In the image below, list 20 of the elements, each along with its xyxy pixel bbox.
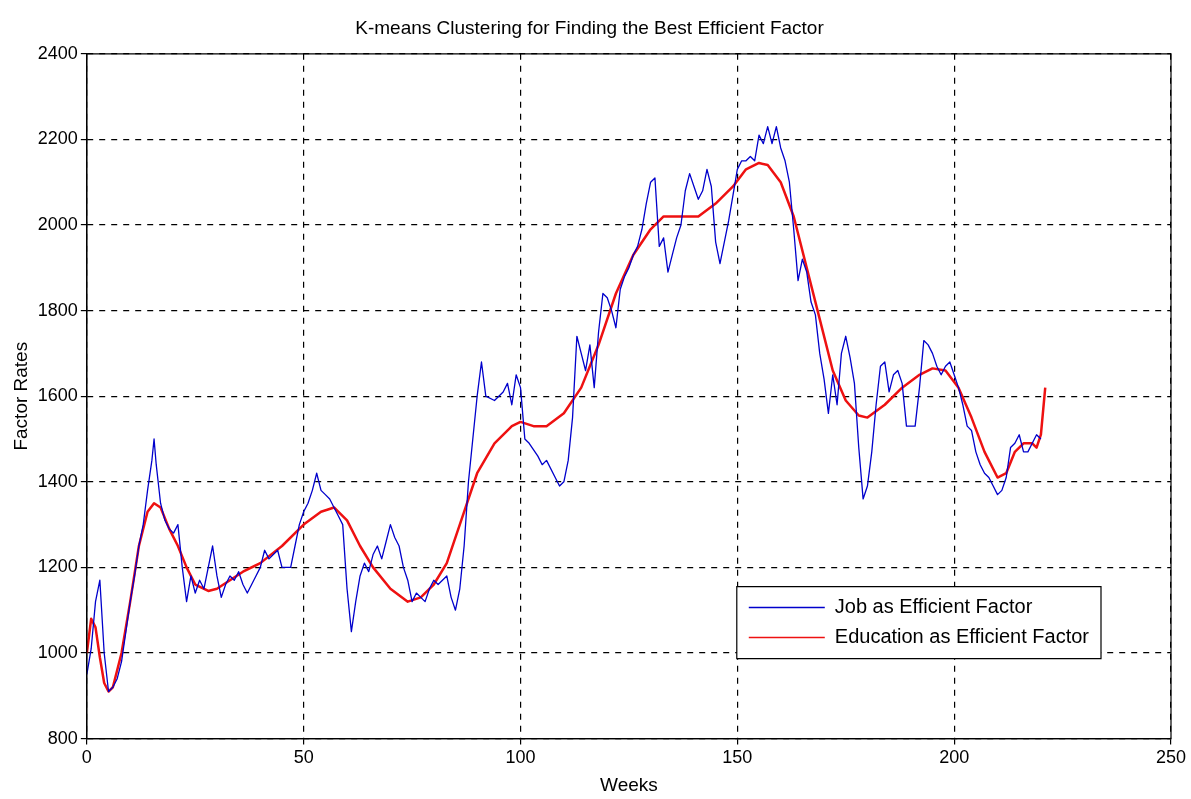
- y-tick-label: 1400: [37, 470, 78, 491]
- x-tick-label: 250: [1155, 747, 1187, 768]
- y-tick-label: 1000: [37, 641, 78, 662]
- y-tick-label: 2400: [37, 42, 78, 63]
- y-axis-title: Factor Rates: [9, 341, 31, 451]
- x-tick-label: 200: [939, 747, 970, 768]
- legend-label: Job as Efficient Factor: [834, 595, 1033, 618]
- x-tick-label: 150: [722, 747, 753, 768]
- x-tick-label: 0: [81, 747, 92, 768]
- y-tick-label: 1800: [37, 299, 78, 320]
- x-axis-title: Weeks: [600, 773, 658, 795]
- y-tick-label: 1600: [37, 385, 78, 406]
- y-tick-label: 1200: [37, 556, 78, 577]
- y-tick-label: 2000: [37, 213, 78, 234]
- chart-title: K-means Clustering for Finding the Best Efficient Factor: [355, 16, 825, 38]
- y-tick-label: 2200: [37, 128, 78, 149]
- y-tick-label: 800: [47, 727, 78, 748]
- legend-label: Education as Efficient Factor: [834, 625, 1090, 648]
- x-tick-label: 100: [505, 747, 536, 768]
- x-tick-label: 50: [293, 747, 314, 768]
